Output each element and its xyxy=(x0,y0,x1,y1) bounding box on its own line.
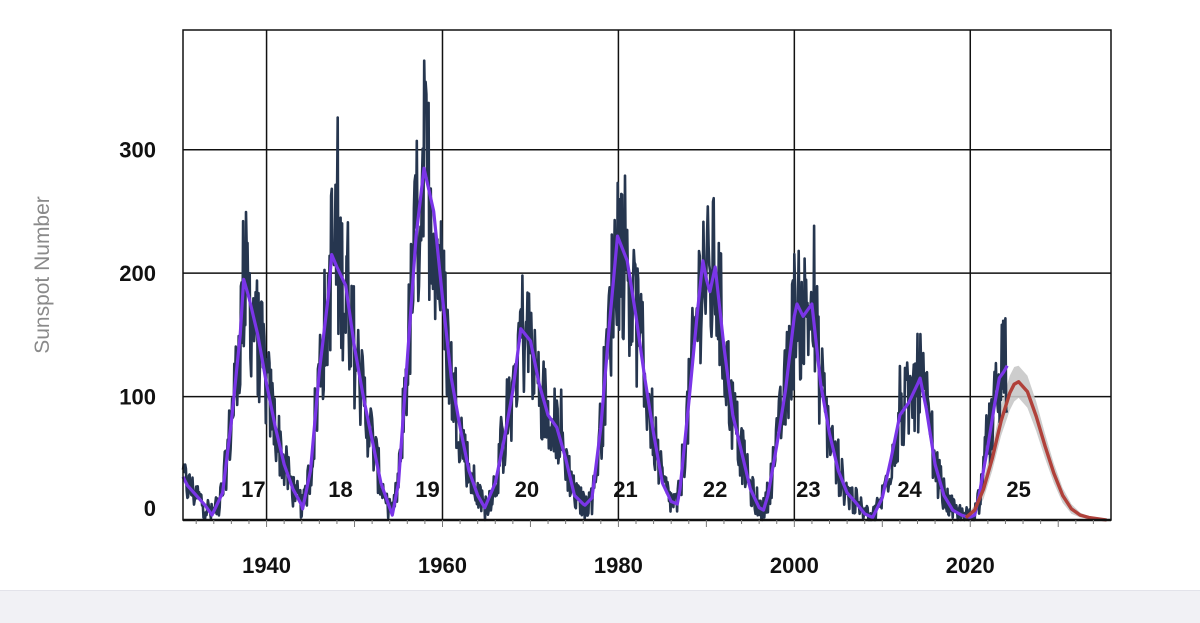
x-tick-label: 2020 xyxy=(946,553,995,578)
monthly-series-layer xyxy=(181,59,1009,522)
monthly-sunspot-line xyxy=(181,59,1009,522)
x-tick-label: 1980 xyxy=(594,553,643,578)
predicted-cycle-line xyxy=(964,380,1107,522)
x-tick-label: 1960 xyxy=(418,553,467,578)
prediction-series-layer xyxy=(964,380,1107,522)
smoothed-series-layer xyxy=(181,166,1009,520)
tick-labels: 1940 1960 1980 2000 2020 0 100 200 300 xyxy=(119,138,994,578)
smoothed-sunspot-line xyxy=(181,166,1009,520)
cycle-label-20: 20 xyxy=(515,477,539,502)
y-tick-label: 200 xyxy=(119,261,156,286)
axes xyxy=(182,29,1112,527)
y-tick-label: 0 xyxy=(144,496,156,521)
bottom-bar xyxy=(0,590,1200,623)
grid-lines xyxy=(183,30,1111,520)
y-tick-label: 300 xyxy=(119,138,156,163)
cycle-label-25: 25 xyxy=(1006,477,1030,502)
x-tick-label: 2000 xyxy=(770,553,819,578)
y-tick-label: 100 xyxy=(119,385,156,410)
cycle-label-19: 19 xyxy=(415,477,439,502)
x-tick-label: 1940 xyxy=(242,553,291,578)
cycle-labels: 17 18 19 20 21 22 23 24 25 xyxy=(241,477,1031,502)
y-axis-title: Sunspot Number xyxy=(31,196,54,354)
plot-frame xyxy=(182,29,1112,521)
cycle-label-22: 22 xyxy=(703,477,727,502)
cycle-label-21: 21 xyxy=(613,477,637,502)
cycle-label-23: 23 xyxy=(796,477,820,502)
cycle-label-17: 17 xyxy=(241,477,265,502)
cycle-label-24: 24 xyxy=(897,477,922,502)
cycle-label-18: 18 xyxy=(328,477,352,502)
